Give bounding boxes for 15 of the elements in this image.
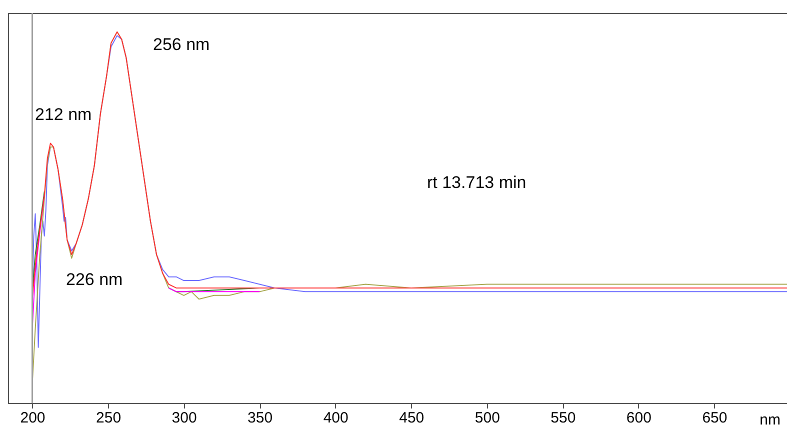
x-tick-label: 450 — [399, 410, 424, 426]
x-tick-label: 200 — [20, 410, 46, 426]
annotation: 212 nm — [35, 105, 92, 124]
annotation: rt 13.713 min — [427, 173, 526, 192]
annotation: 226 nm — [66, 270, 123, 289]
x-tick-label: 600 — [626, 410, 652, 426]
x-tick-label: 300 — [172, 410, 197, 426]
annotation: 256 nm — [153, 35, 210, 54]
x-tick-label: 500 — [474, 410, 500, 426]
x-tick-label: 350 — [248, 410, 273, 426]
x-tick-label: 650 — [702, 410, 728, 426]
x-tick-label: 550 — [550, 410, 576, 426]
x-axis-title: nm — [760, 412, 780, 428]
x-tick-label: 250 — [96, 410, 122, 426]
x-tick-label: 400 — [323, 410, 348, 426]
